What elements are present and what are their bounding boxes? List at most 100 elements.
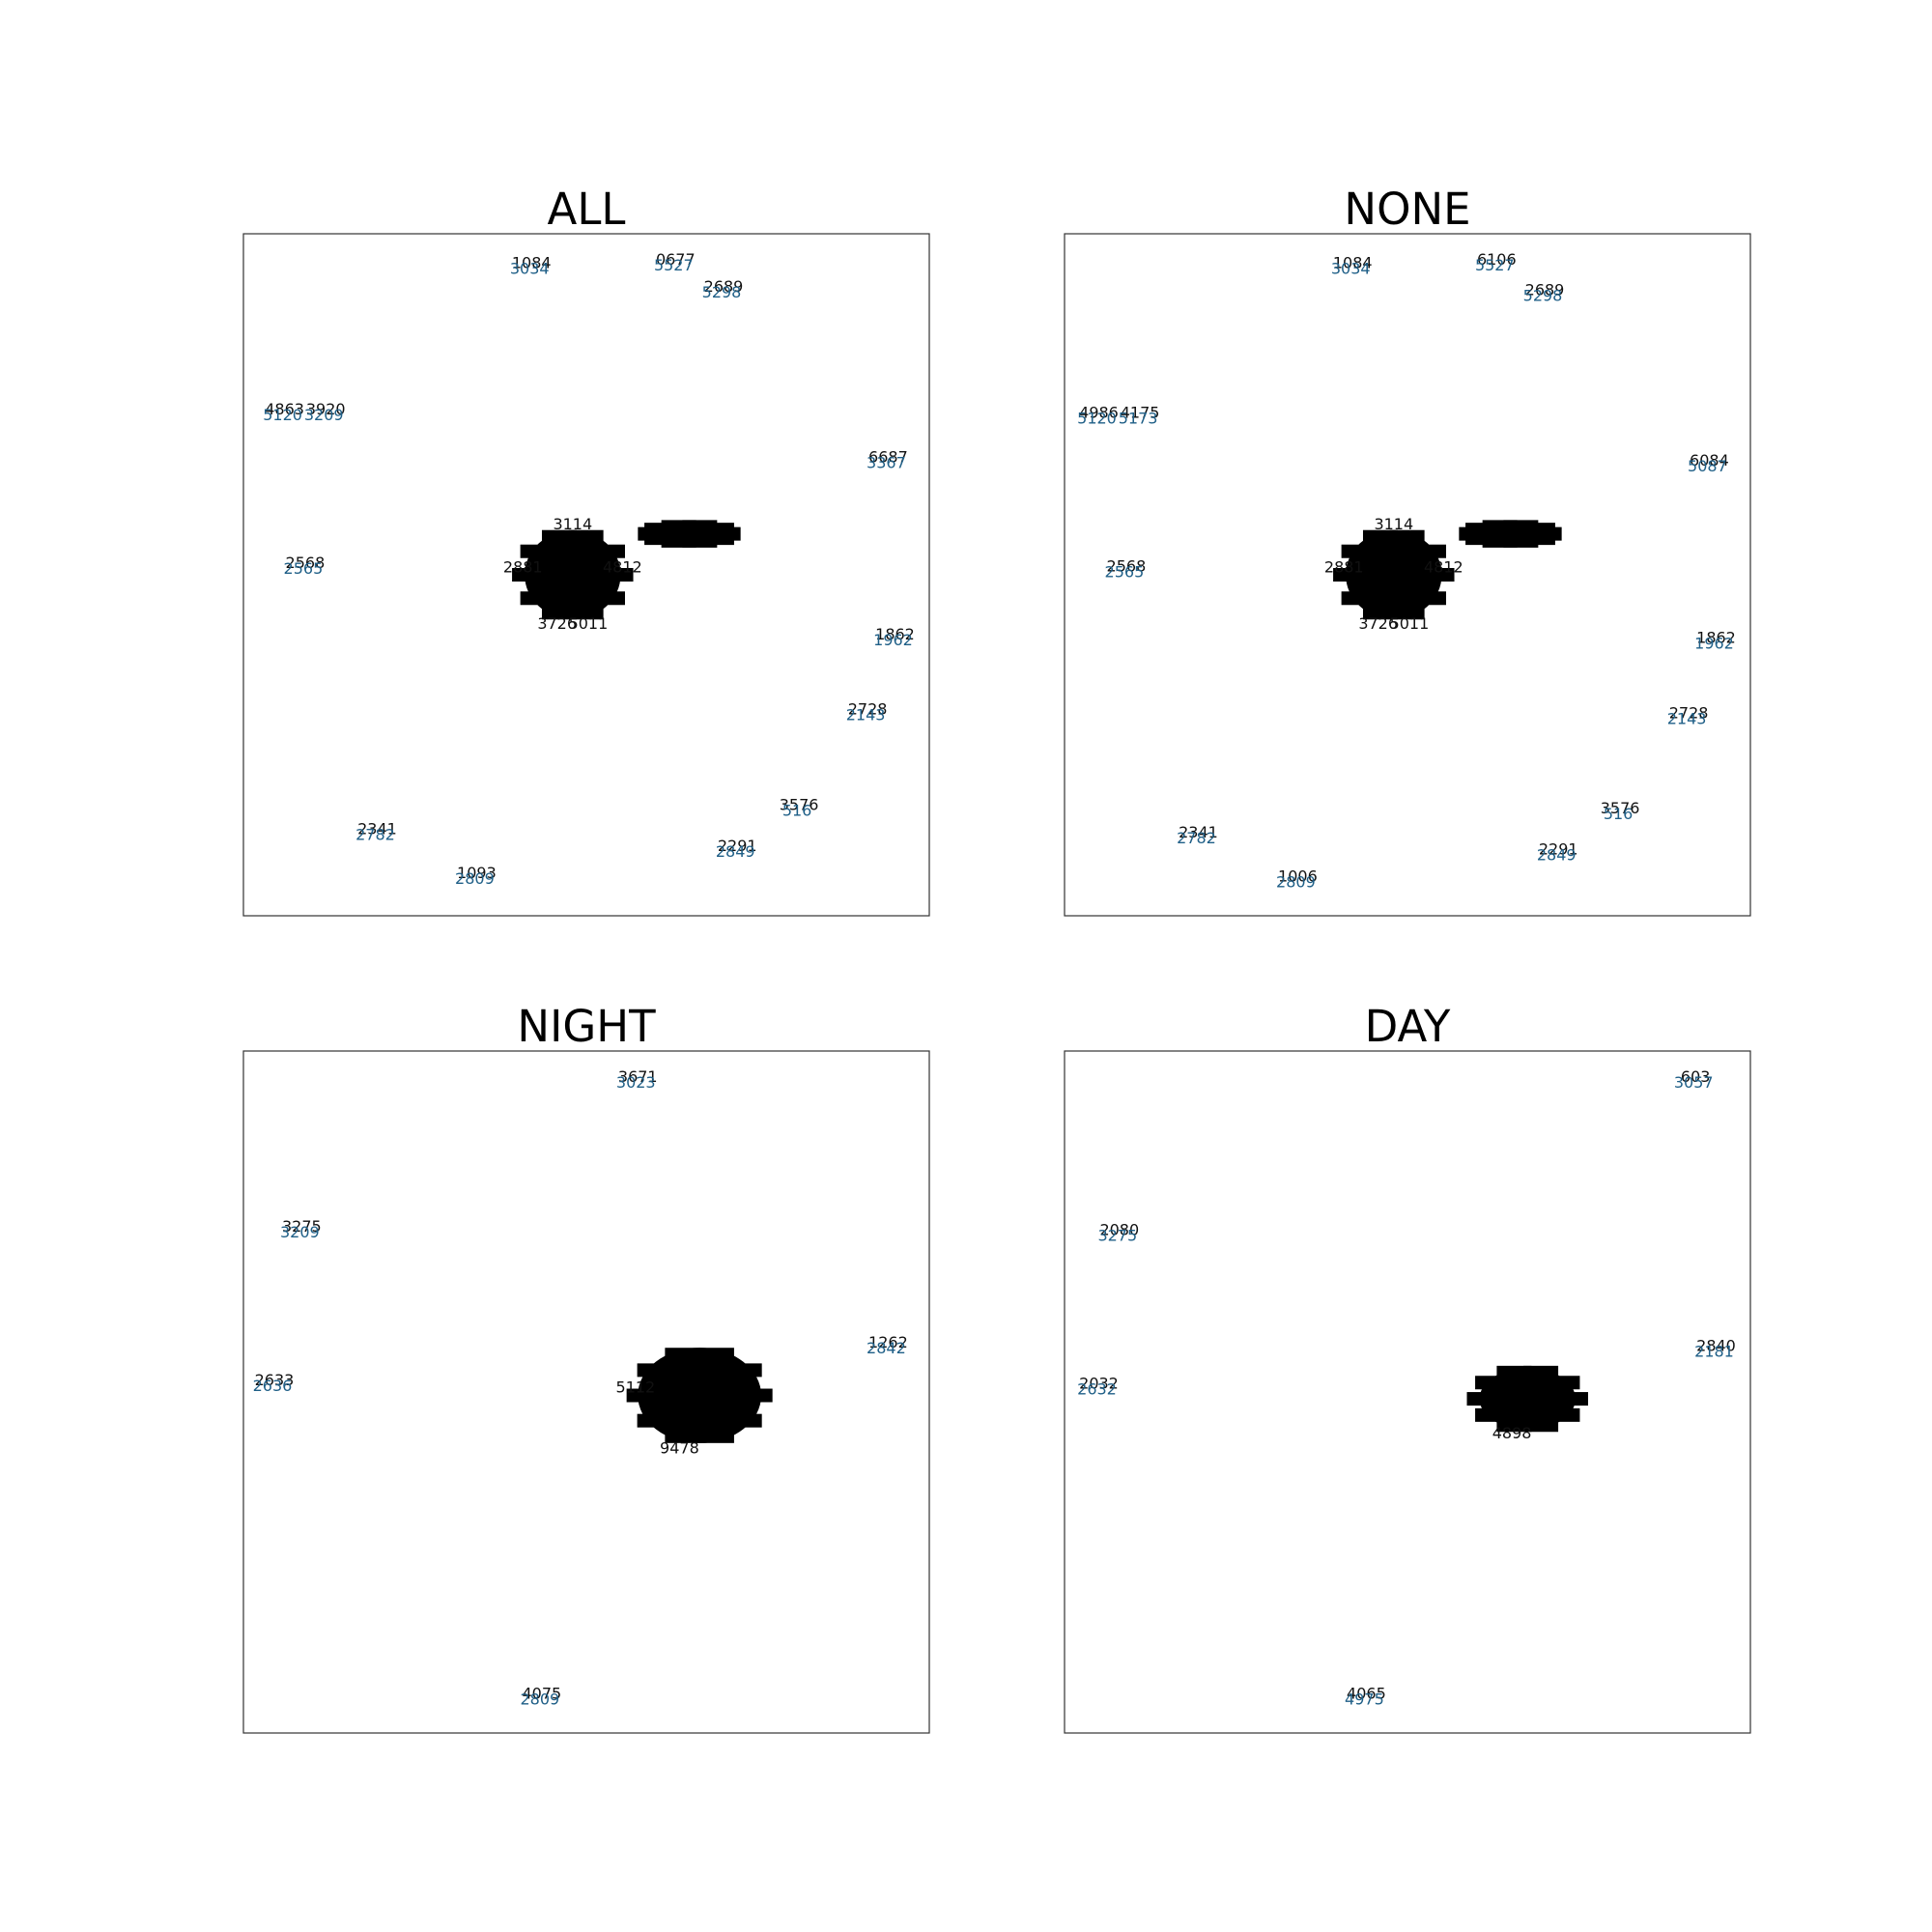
node-label: 2291: [1539, 839, 1578, 858]
node-label: 2080: [1099, 1221, 1139, 1239]
node-label: 4175: [1121, 404, 1160, 422]
node-label: 2840: [1696, 1337, 1736, 1355]
node-label: 2689: [704, 277, 744, 296]
cluster-edge-mark: [698, 1348, 734, 1362]
node-label: 2341: [1179, 823, 1218, 841]
node-label: 1962: [1694, 635, 1734, 653]
node-label: 2842: [867, 1339, 906, 1357]
cluster-edge-mark: [568, 606, 604, 620]
node-label: 2782: [1177, 829, 1216, 847]
node-label: 2782: [355, 825, 395, 843]
node-label: 5120: [1077, 410, 1117, 428]
node-label: 4863: [265, 400, 304, 418]
node-label: 3114: [1374, 515, 1413, 533]
cluster-edge-mark: [1341, 591, 1377, 606]
node-label: 2849: [716, 842, 755, 861]
node-label: 516: [782, 802, 812, 820]
node-label: 9478: [660, 1439, 699, 1458]
node-label: 1084: [512, 253, 552, 271]
node-label: 5527: [1475, 256, 1515, 274]
cluster-edge-mark: [637, 1363, 672, 1378]
node-label: 5527: [654, 256, 694, 274]
node-label: 2636: [253, 1377, 293, 1395]
cluster-edge-mark: [541, 606, 577, 620]
panel-title: DAY: [1365, 1001, 1451, 1052]
node-cluster: [638, 520, 741, 548]
node-label: 6687: [868, 448, 908, 467]
cluster-edge-mark: [1545, 1376, 1580, 1390]
cluster-edge-mark: [1341, 544, 1377, 558]
node-label: 5011: [1390, 614, 1430, 633]
node-label: 1084: [1333, 253, 1373, 271]
axes-frame: [242, 233, 930, 917]
cluster-edge-mark: [698, 523, 734, 537]
panel-all: ALL3726288131144812501110843034067755272…: [242, 184, 930, 917]
cluster-edge-mark: [1410, 591, 1446, 606]
node-label: 6106: [1477, 250, 1517, 269]
node-label: 4898: [1492, 1424, 1532, 1442]
node-label: 2143: [1667, 709, 1707, 727]
node-label: 2689: [1525, 281, 1565, 299]
node-cluster: 4898: [1466, 1365, 1588, 1442]
node-label: 3671: [618, 1067, 658, 1086]
node-label: 4812: [1424, 558, 1463, 577]
cluster-edge-mark: [1389, 606, 1425, 620]
cluster-edge-mark: [1389, 529, 1425, 544]
node-label: 3034: [510, 259, 550, 277]
cluster-edge-mark: [1552, 1392, 1588, 1406]
node-label: 4065: [1347, 1685, 1386, 1703]
cluster-edge-mark: [1419, 568, 1455, 582]
cluster-edge-mark: [1362, 529, 1398, 544]
node-label: 3367: [867, 454, 906, 472]
node-label: 2143: [846, 706, 886, 724]
node-label: 3275: [282, 1217, 322, 1236]
node-cluster: [1459, 520, 1562, 548]
node-label: 1006: [1278, 867, 1318, 886]
cluster-edge-mark: [520, 591, 555, 606]
node-label: 5120: [263, 406, 302, 424]
node-label: 1093: [457, 864, 497, 882]
node-label: 5173: [1119, 410, 1158, 428]
node-label: 3209: [304, 406, 344, 424]
node-label: 2728: [848, 700, 888, 719]
node-label: 6084: [1690, 451, 1729, 469]
cluster-edge-mark: [1466, 1392, 1502, 1406]
node-label: 2632: [1077, 1379, 1117, 1398]
cluster-edge-mark: [665, 1429, 700, 1443]
cluster-edge-mark: [637, 1413, 672, 1428]
node-label: 1862: [1696, 629, 1736, 647]
node-label: 3726: [1358, 614, 1398, 633]
node-label: 3920: [306, 400, 346, 418]
node-label: 3576: [780, 796, 819, 814]
node-label: 2565: [1105, 562, 1145, 581]
cluster-edge-mark: [598, 568, 634, 582]
node-label: 5298: [1523, 287, 1563, 305]
cluster-edge-mark: [512, 568, 548, 582]
node-label: 2181: [1694, 1343, 1734, 1361]
node-label: 5112: [616, 1378, 656, 1397]
node-label: 2291: [718, 837, 757, 855]
node-label: 2568: [1107, 556, 1147, 575]
cluster-edge-mark: [698, 1429, 734, 1443]
node-label: 603: [1681, 1067, 1711, 1086]
cluster-edge-mark: [541, 529, 577, 544]
